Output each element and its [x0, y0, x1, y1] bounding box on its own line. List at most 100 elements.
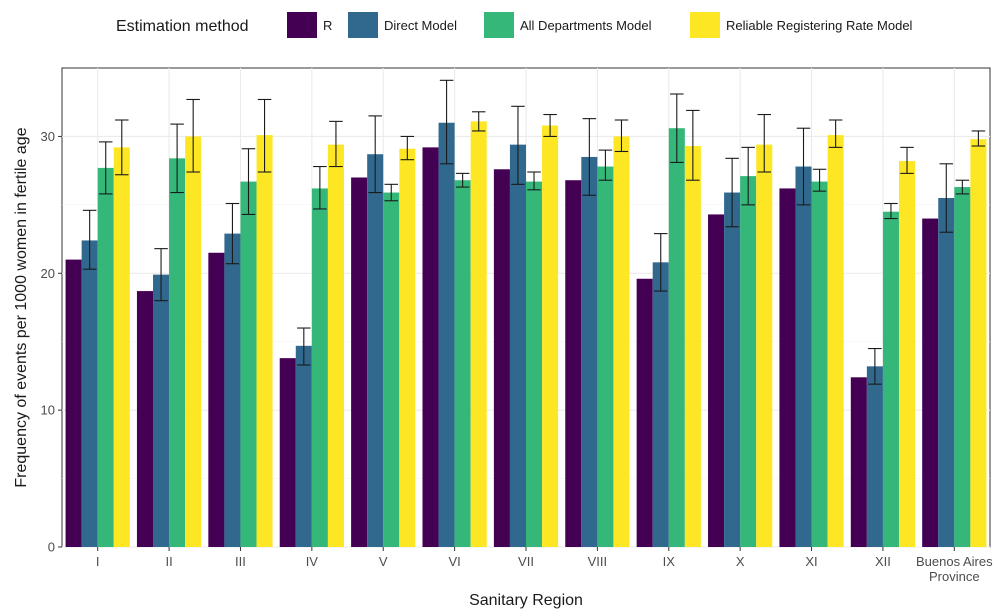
error-bar: [98, 141, 113, 195]
error-bar: [225, 202, 240, 265]
legend-item: Reliable Registering Rate Model: [690, 12, 913, 38]
bar: [882, 211, 899, 547]
error-bar: [313, 165, 327, 210]
bar: [65, 259, 82, 547]
bar: [256, 135, 273, 547]
bar: [684, 146, 701, 547]
bar: [526, 181, 543, 547]
bar: [224, 233, 241, 547]
bar: [708, 214, 725, 548]
error-bar: [686, 109, 700, 181]
error-bar: [884, 202, 898, 220]
x-tick-label-line: II: [165, 554, 172, 569]
bar: [81, 240, 98, 547]
error-bar: [297, 327, 311, 366]
legend: Estimation method R Direct Model All Depar…: [116, 12, 913, 38]
bar: [279, 358, 296, 547]
error-bar: [670, 93, 684, 163]
bar: [113, 147, 130, 547]
error-bar: [582, 118, 597, 196]
bar: [470, 121, 487, 548]
bar: [311, 188, 328, 548]
error-bar: [598, 149, 613, 181]
bar: [795, 166, 812, 547]
y-axis-title: Frequency of events per 1000 women in fe…: [13, 127, 30, 487]
bar: [351, 177, 368, 547]
bar: [636, 278, 653, 547]
bar: [454, 180, 471, 548]
x-tick-label-line: XII: [875, 554, 891, 569]
bar: [668, 128, 685, 547]
legend-item: R: [287, 12, 332, 38]
bar: [581, 156, 598, 547]
legend-item: All Departments Model: [484, 12, 652, 38]
x-tick-label-line: III: [235, 554, 246, 569]
error-bar: [170, 123, 184, 194]
bar: [922, 218, 939, 548]
bar: [779, 188, 796, 548]
bar: [399, 148, 416, 547]
x-tick-label: VI: [448, 554, 460, 569]
bar: [383, 192, 400, 548]
error-bar: [614, 119, 629, 153]
legend-label: Direct Model: [384, 18, 457, 33]
error-bar: [796, 127, 811, 206]
bar: [438, 122, 455, 547]
legend-label: R: [323, 18, 332, 33]
y-tick-label: 0: [48, 540, 55, 555]
bar: [367, 154, 384, 547]
x-tick-label: Buenos Aires Province: [916, 554, 993, 584]
error-bar: [543, 113, 557, 137]
bar: [613, 136, 630, 547]
error-bar: [154, 248, 168, 302]
x-tick-label: X: [736, 554, 745, 569]
bar: [327, 144, 344, 547]
legend-label: Reliable Registering Rate Model: [726, 18, 913, 33]
bar: [97, 167, 114, 548]
legend-title: Estimation method: [116, 18, 249, 35]
error-bar: [384, 183, 399, 202]
error-bar: [115, 119, 129, 176]
error-bar: [368, 115, 382, 194]
bar: [169, 158, 186, 547]
x-tick-label: II: [165, 554, 172, 569]
bar: [954, 187, 971, 547]
x-tick-label: IV: [306, 554, 319, 569]
bar: [970, 139, 987, 547]
x-tick-label: III: [235, 554, 246, 569]
x-tick-label-line: VII: [518, 554, 534, 569]
x-axis: I II III IV V VI VII VIII IX X XI XII Buenos Aires Pr…: [96, 547, 993, 584]
error-bar: [527, 171, 541, 191]
error-bar: [329, 120, 343, 168]
legend-swatch: [348, 12, 378, 38]
x-tick-label: I: [96, 554, 100, 569]
bar: [938, 198, 955, 547]
error-bar: [455, 172, 470, 188]
error-bar: [241, 148, 256, 215]
x-tick-label-line: Buenos Aires: [916, 554, 993, 569]
error-bar: [971, 130, 986, 147]
x-axis-title: Sanitary Region: [469, 592, 583, 609]
x-tick-label: VIII: [588, 554, 608, 569]
bar: [136, 291, 154, 547]
bar: [493, 169, 510, 547]
error-bar: [757, 113, 771, 173]
error-bar: [653, 233, 668, 292]
bar: [652, 262, 669, 547]
bar: [565, 180, 582, 548]
error-bar: [511, 105, 525, 185]
legend-label: All Departments Model: [520, 18, 652, 33]
bar: [542, 125, 559, 547]
bar: [153, 274, 170, 547]
error-bar: [868, 348, 882, 385]
bar: [827, 135, 844, 547]
bars: [65, 121, 987, 548]
error-bars: [82, 79, 986, 385]
error-bar: [955, 179, 970, 195]
x-tick-label-line: X: [736, 554, 745, 569]
error-bar: [828, 119, 843, 148]
bar: [208, 252, 225, 547]
x-tick-label-line: V: [379, 554, 388, 569]
legend-swatch: [690, 12, 720, 38]
